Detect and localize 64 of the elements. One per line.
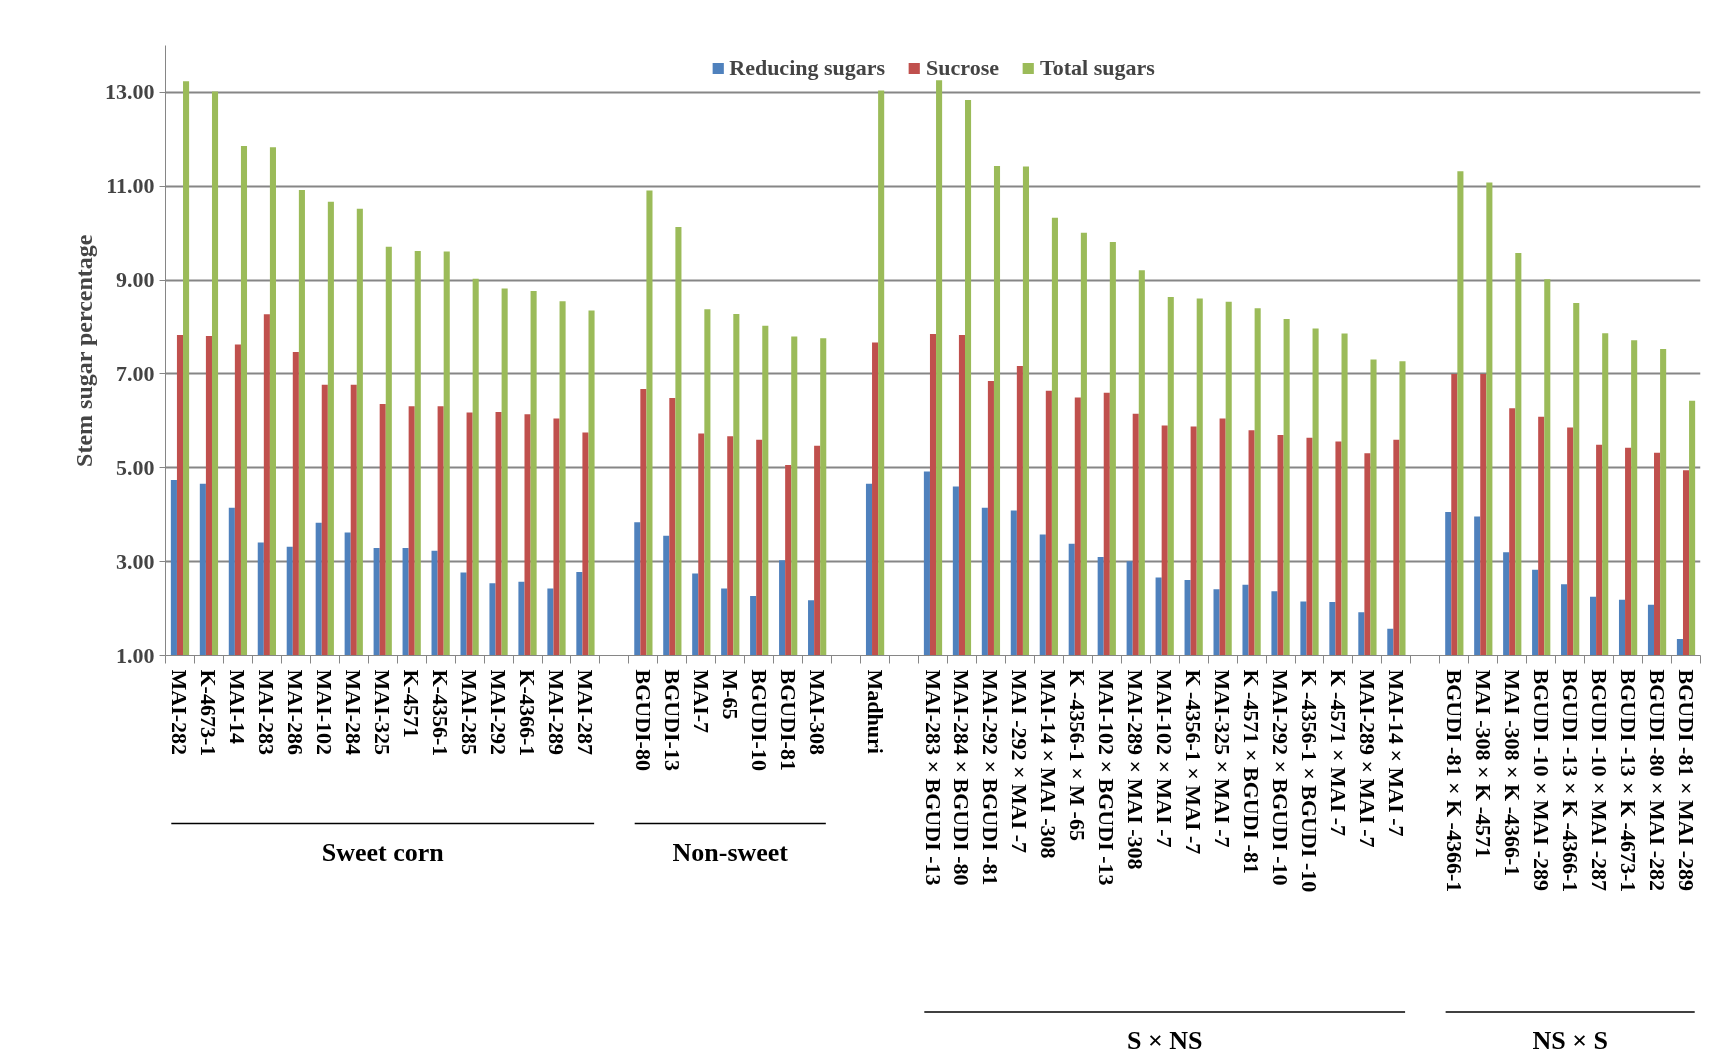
x-tick-label: K -4571 × BGUDI -81 [1239,669,1265,874]
x-tick-label: MAI-287 [572,669,598,756]
x-tick-label: BGUDI -10 × MAI -289 [1528,669,1554,892]
x-tick-label: MAI-284 [341,669,367,756]
x-tick-label: BGUDI-10 [746,669,772,771]
x-tick-label: K-4673-1 [196,669,222,757]
y-tick-label: 5.00 [116,454,155,480]
x-tick-label: BGUDI -13 × K -4366-1 [1557,669,1583,893]
x-tick-label: BGUDI-13 [659,669,685,771]
x-tick-label: MAI-282 [167,669,193,756]
y-tick-label: 13.00 [105,79,155,105]
x-tick-label: K -4571 × MAI -7 [1325,669,1351,837]
x-tick-label: K-4571 [399,669,425,738]
x-tick-label: MAI-283 × BGUDI -13 [920,669,946,886]
x-tick-label: MAI -308 × K -4571 [1470,669,1496,859]
x-tick-label: MAI-289 × MAI -308 [1123,669,1149,870]
text: S × NS [1126,1026,1203,1055]
y-tick-label: 3.00 [116,548,155,574]
x-tick-label: MAI-102 [312,669,338,756]
x-tick-label: BGUDI -81 × K -4366-1 [1441,669,1467,893]
x-tick-label: MAI-284 × BGUDI -80 [949,669,975,886]
x-tick-label: MAI-325 [370,669,396,756]
text: Non-sweet [672,837,789,867]
x-tick-label: BGUDI-80 [630,669,656,771]
x-tick-label: K-4366-1 [515,669,541,757]
x-tick-label: BGUDI -13 × K -4673-1 [1615,669,1641,893]
x-tick-label: MAI-7 [688,669,714,734]
legend-label: Sucrose [926,55,1000,81]
x-tick-label: MAI-286 [283,669,309,756]
x-tick-label: K -4356-1 × MAI -7 [1181,669,1207,855]
x-tick-label: MAI-102 × BGUDI -13 [1094,669,1120,886]
x-tick-label: MAI -308 × K -4366-1 [1499,669,1525,877]
y-tick-label: 1.00 [116,642,155,668]
x-tick-label: BGUDI -10 × MAI -287 [1586,669,1612,892]
x-tick-label: M-65 [717,669,743,720]
x-tick-label: MAI-292 [486,669,512,756]
y-tick-label: 11.00 [106,173,155,199]
x-tick-label: K-4356-1 [428,669,454,757]
x-tick-label: MAI-292 × BGUDI -81 [978,669,1004,886]
legend-label: Total sugars [1040,55,1155,81]
x-tick-label: MAI-14 × MAI -308 [1036,669,1062,859]
legend-label: Reducing sugars [729,55,886,81]
x-tick-label: MAI-308 [804,669,830,756]
x-tick-label: Madhuri [862,669,888,754]
x-tick-label: MAI-292 × BGUDI -10 [1268,669,1294,886]
text: Sweet corn [321,837,445,867]
x-tick-label: MAI-289 [543,669,569,756]
x-tick-label: MAI-283 [254,669,280,756]
x-tick-label: MAI-285 [457,669,483,756]
x-tick-label: BGUDI-81 [775,669,801,771]
x-tick-label: MAI-102 × MAI -7 [1152,669,1178,848]
x-tick-label: MAI-289 × MAI -7 [1354,669,1380,848]
x-tick-label: BGUDI -80 × MAI -282 [1644,669,1670,892]
x-tick-label: K -4356-1 × M -65 [1065,669,1091,841]
x-tick-label: MAI -292 × MAI -7 [1007,669,1033,854]
x-tick-label: BGUDI -81 × MAI -289 [1673,669,1699,892]
x-tick-label: MAI-14 × MAI -7 [1383,669,1409,837]
y-tick-label: 9.00 [116,267,155,293]
y-tick-label: 7.00 [116,360,155,386]
text: NS × S [1532,1026,1608,1055]
x-tick-label: K -4356-1 × BGUDI -10 [1297,669,1323,893]
x-tick-label: MAI-14 [225,669,251,745]
x-tick-label: MAI-325 × MAI -7 [1210,669,1236,848]
y-axis-title: Stem sugar percentage [71,234,97,467]
